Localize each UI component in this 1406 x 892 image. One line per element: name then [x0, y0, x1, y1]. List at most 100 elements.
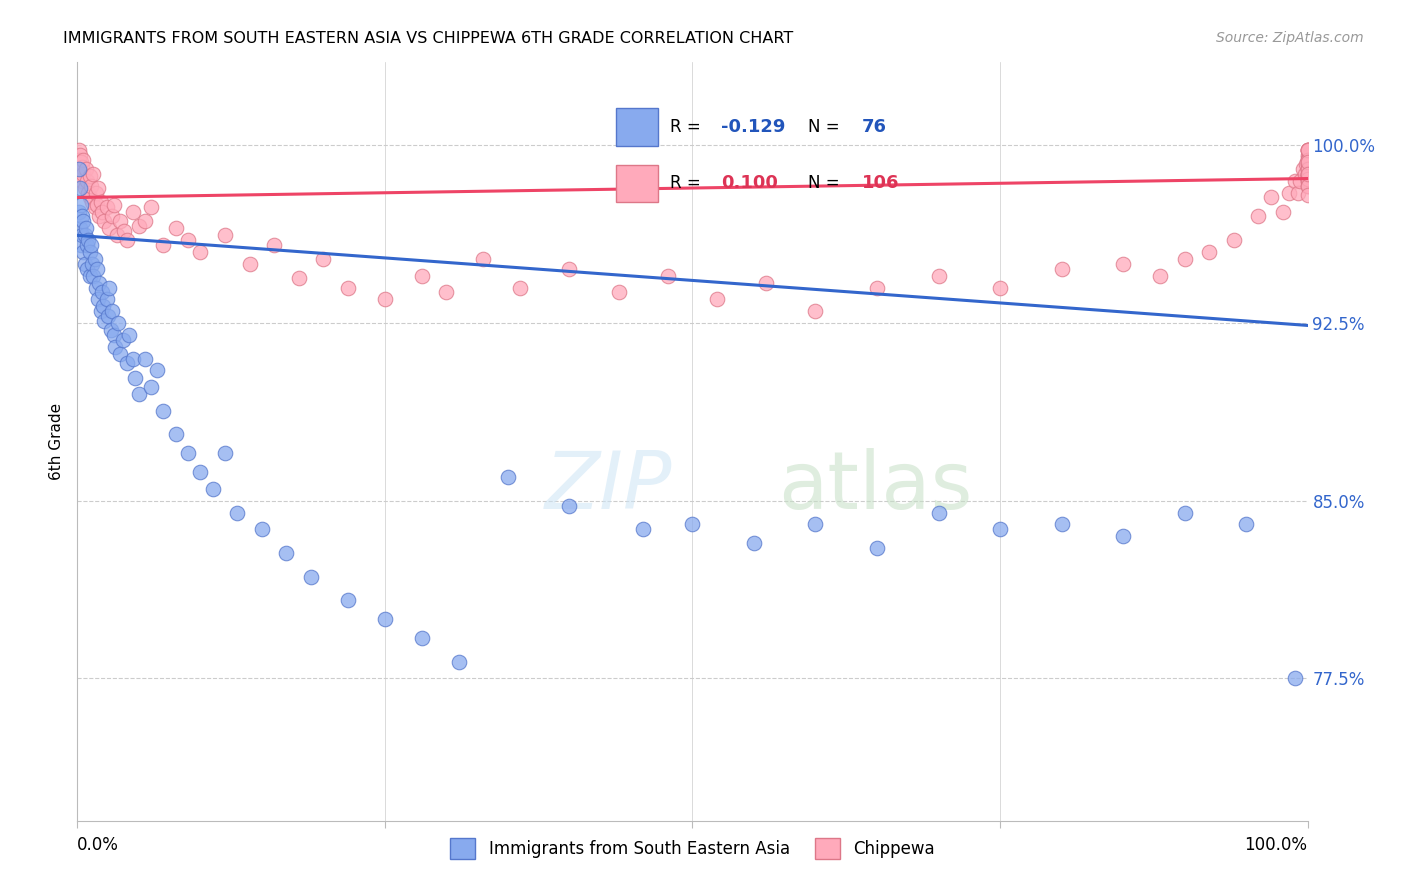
Point — [165, 221, 187, 235]
Point — [90, 195, 112, 210]
Point — [1296, 167, 1319, 181]
Point — [1296, 143, 1319, 157]
Point — [97, 309, 120, 323]
Point — [288, 271, 311, 285]
Point — [111, 333, 134, 347]
Point — [121, 351, 143, 366]
Point — [90, 304, 112, 318]
Point — [72, 167, 94, 181]
Point — [1296, 167, 1319, 181]
Point — [70, 174, 93, 188]
Point — [77, 186, 100, 200]
Point — [72, 244, 94, 259]
Text: atlas: atlas — [779, 448, 973, 526]
Point — [988, 280, 1011, 294]
Point — [411, 631, 433, 645]
Point — [1296, 169, 1319, 183]
Point — [93, 314, 115, 328]
Point — [79, 244, 101, 259]
Point — [70, 210, 93, 224]
Point — [1292, 162, 1315, 177]
Point — [115, 356, 138, 370]
Point — [76, 261, 98, 276]
Point — [1296, 171, 1319, 186]
Point — [76, 238, 98, 252]
Point — [263, 238, 285, 252]
Point — [742, 536, 765, 550]
Point — [80, 178, 103, 193]
Point — [928, 268, 950, 283]
Point — [1296, 157, 1319, 171]
Point — [75, 162, 97, 177]
Point — [337, 280, 360, 294]
Point — [1223, 233, 1246, 247]
Point — [83, 200, 105, 214]
Point — [374, 612, 396, 626]
Text: 100.0%: 100.0% — [1244, 836, 1308, 854]
Point — [804, 304, 827, 318]
Point — [755, 276, 778, 290]
Point — [110, 214, 132, 228]
Point — [105, 228, 128, 243]
Point — [657, 268, 679, 283]
Point — [1296, 153, 1319, 167]
Point — [177, 446, 200, 460]
Point — [337, 593, 360, 607]
Point — [84, 280, 107, 294]
Point — [98, 280, 121, 294]
Point — [866, 541, 889, 556]
Point — [100, 323, 122, 337]
Point — [201, 482, 224, 496]
Point — [141, 200, 163, 214]
Text: IMMIGRANTS FROM SOUTH EASTERN ASIA VS CHIPPEWA 6TH GRADE CORRELATION CHART: IMMIGRANTS FROM SOUTH EASTERN ASIA VS CH… — [63, 31, 793, 46]
Point — [89, 210, 111, 224]
Point — [1296, 157, 1319, 171]
Point — [152, 403, 174, 417]
Point — [988, 522, 1011, 536]
Point — [73, 181, 96, 195]
Point — [1260, 190, 1282, 204]
Point — [1296, 143, 1319, 157]
Point — [1296, 188, 1319, 202]
Point — [70, 155, 93, 169]
Point — [1174, 252, 1197, 266]
Point — [928, 506, 950, 520]
Point — [72, 214, 94, 228]
Text: Source: ZipAtlas.com: Source: ZipAtlas.com — [1216, 31, 1364, 45]
Point — [411, 268, 433, 283]
Point — [1278, 186, 1301, 200]
Point — [70, 228, 93, 243]
Point — [79, 169, 101, 183]
Point — [90, 204, 114, 219]
Point — [1295, 157, 1317, 171]
Point — [118, 327, 141, 342]
Point — [214, 228, 236, 243]
Point — [1247, 210, 1270, 224]
Point — [682, 517, 704, 532]
Point — [1296, 167, 1319, 181]
Point — [80, 238, 103, 252]
Point — [1286, 186, 1309, 200]
Point — [226, 506, 249, 520]
Point — [509, 280, 531, 294]
Point — [1112, 257, 1135, 271]
Point — [98, 221, 121, 235]
Point — [124, 370, 146, 384]
Point — [447, 655, 470, 669]
Point — [1296, 143, 1319, 157]
Point — [82, 257, 104, 271]
Point — [1296, 153, 1319, 167]
Point — [165, 427, 187, 442]
Point — [1296, 162, 1319, 177]
Text: ZIP: ZIP — [546, 448, 672, 526]
Point — [436, 285, 458, 300]
Point — [250, 522, 273, 536]
Point — [239, 257, 262, 271]
Point — [1296, 148, 1319, 162]
Point — [374, 293, 396, 307]
Point — [472, 252, 495, 266]
Text: 0.0%: 0.0% — [77, 836, 120, 854]
Point — [706, 293, 728, 307]
Point — [1296, 143, 1319, 157]
Point — [1050, 517, 1073, 532]
